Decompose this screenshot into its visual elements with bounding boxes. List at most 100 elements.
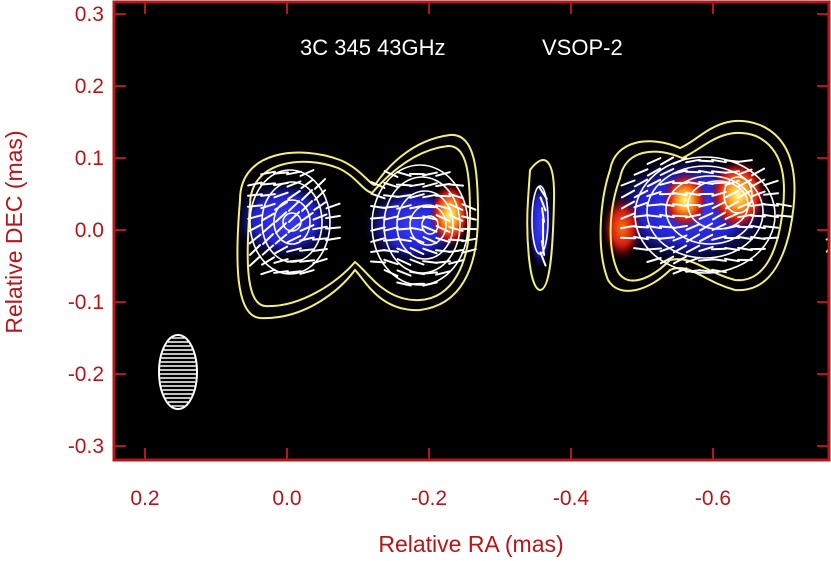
polarization-vector <box>539 196 547 212</box>
polarization-vector <box>383 170 399 178</box>
polarization-vector <box>435 249 451 253</box>
polarization-vector <box>370 260 386 264</box>
polarization-vector <box>448 226 464 232</box>
polarization-vector <box>383 194 399 198</box>
polarization-vector <box>711 200 727 210</box>
polarization-vector <box>737 168 753 176</box>
polarization-vector <box>325 236 341 242</box>
polarization-vector <box>672 157 688 165</box>
polarization-vector <box>325 214 341 220</box>
polarization-vector <box>300 178 314 190</box>
polarization-vector <box>299 269 315 275</box>
polarization-vector <box>672 234 688 242</box>
polarization-vector <box>325 226 341 230</box>
polarization-vector <box>763 203 779 207</box>
polarization-vector <box>672 255 688 265</box>
polarization-vector <box>260 268 276 276</box>
polarization-vector <box>260 170 276 176</box>
polarization-vector <box>750 214 766 218</box>
polarization-vector <box>261 256 275 266</box>
polarization-vector <box>260 182 276 186</box>
plot-title-left: 3C 345 43GHz <box>300 35 446 60</box>
knot-3-peak-b <box>663 172 707 228</box>
polarization-vector <box>422 182 438 188</box>
polarization-vector <box>312 225 328 231</box>
polarization-vector <box>383 226 399 232</box>
polarization-vector <box>763 236 779 240</box>
polarization-vector <box>247 204 263 208</box>
polarization-vector <box>273 270 289 274</box>
polarization-vector <box>685 213 701 219</box>
polarization-vector <box>273 171 289 175</box>
polarization-vector <box>312 248 328 252</box>
polarization-vector <box>698 169 714 175</box>
x-tick-label: -0.6 <box>695 487 731 510</box>
polarization-vector <box>422 215 438 221</box>
polarization-vector <box>711 223 727 231</box>
polarization-vector <box>698 222 714 232</box>
polarization-vector <box>646 257 662 263</box>
polarization-vector <box>763 179 779 187</box>
y-tick-label: -0.3 <box>68 435 104 458</box>
polarization-vector <box>763 225 779 229</box>
polarization-vector <box>383 249 399 253</box>
polarization-vector <box>620 212 636 220</box>
polarization-vector <box>422 225 438 233</box>
polarization-vector <box>396 281 412 287</box>
polarization-vector <box>659 156 675 166</box>
polarization-vector <box>633 178 649 188</box>
polarization-vector <box>422 271 438 275</box>
polarization-vector <box>711 268 727 274</box>
polarization-vector <box>383 215 399 221</box>
x-tick-label: -0.4 <box>553 487 590 510</box>
polarization-vector <box>247 223 263 233</box>
x-tick-label: -0.2 <box>411 487 447 510</box>
polarization-vector <box>312 213 328 221</box>
polarization-vector <box>659 245 675 253</box>
polarization-vector <box>383 238 399 242</box>
polarization-vector <box>711 158 727 164</box>
polarization-vector <box>383 205 399 209</box>
polarization-vector <box>685 244 701 254</box>
y-tick-label: -0.2 <box>68 363 104 386</box>
polarization-vector <box>260 212 276 222</box>
polarization-vector <box>646 224 662 230</box>
polarization-vector <box>776 202 792 208</box>
polarization-vector <box>409 247 425 255</box>
polarization-vector <box>435 171 451 177</box>
polarization-vector <box>286 234 302 244</box>
polarization-vector <box>314 178 326 190</box>
polarization-vector <box>633 168 649 176</box>
polarization-vector <box>422 236 438 244</box>
polarization-vector <box>435 260 451 264</box>
polarization-vector <box>646 157 662 165</box>
polarization-vector <box>247 181 263 187</box>
polarization-vector <box>273 245 289 255</box>
polarization-vector <box>776 214 792 218</box>
polarization-vector <box>461 237 477 243</box>
polarization-vector <box>396 215 412 221</box>
polarization-vector <box>659 236 675 240</box>
polarization-vector <box>724 224 740 230</box>
polarization-vector <box>698 245 714 253</box>
polarization-vector <box>299 248 315 252</box>
polarization-vector <box>287 222 301 234</box>
polarization-vector <box>737 201 753 209</box>
polarization-vector <box>370 216 386 220</box>
y-axis-title: Relative DEC (mas) <box>1 130 27 333</box>
polarization-vector <box>659 192 675 196</box>
polarization-vector <box>262 233 274 245</box>
polarization-vector <box>435 182 451 188</box>
polarization-vector <box>750 224 766 230</box>
polarization-vector <box>672 192 688 196</box>
polarization-vector <box>646 214 662 218</box>
polarization-vector <box>750 167 766 177</box>
polarization-vector <box>763 213 779 219</box>
polarization-vector <box>633 201 649 209</box>
polarization-vector <box>383 269 399 277</box>
polarization-vector <box>646 247 662 251</box>
polarization-vector <box>659 168 675 176</box>
polarization-vector <box>698 181 714 185</box>
polarization-vector <box>698 212 714 220</box>
polarization-vector <box>409 236 425 244</box>
